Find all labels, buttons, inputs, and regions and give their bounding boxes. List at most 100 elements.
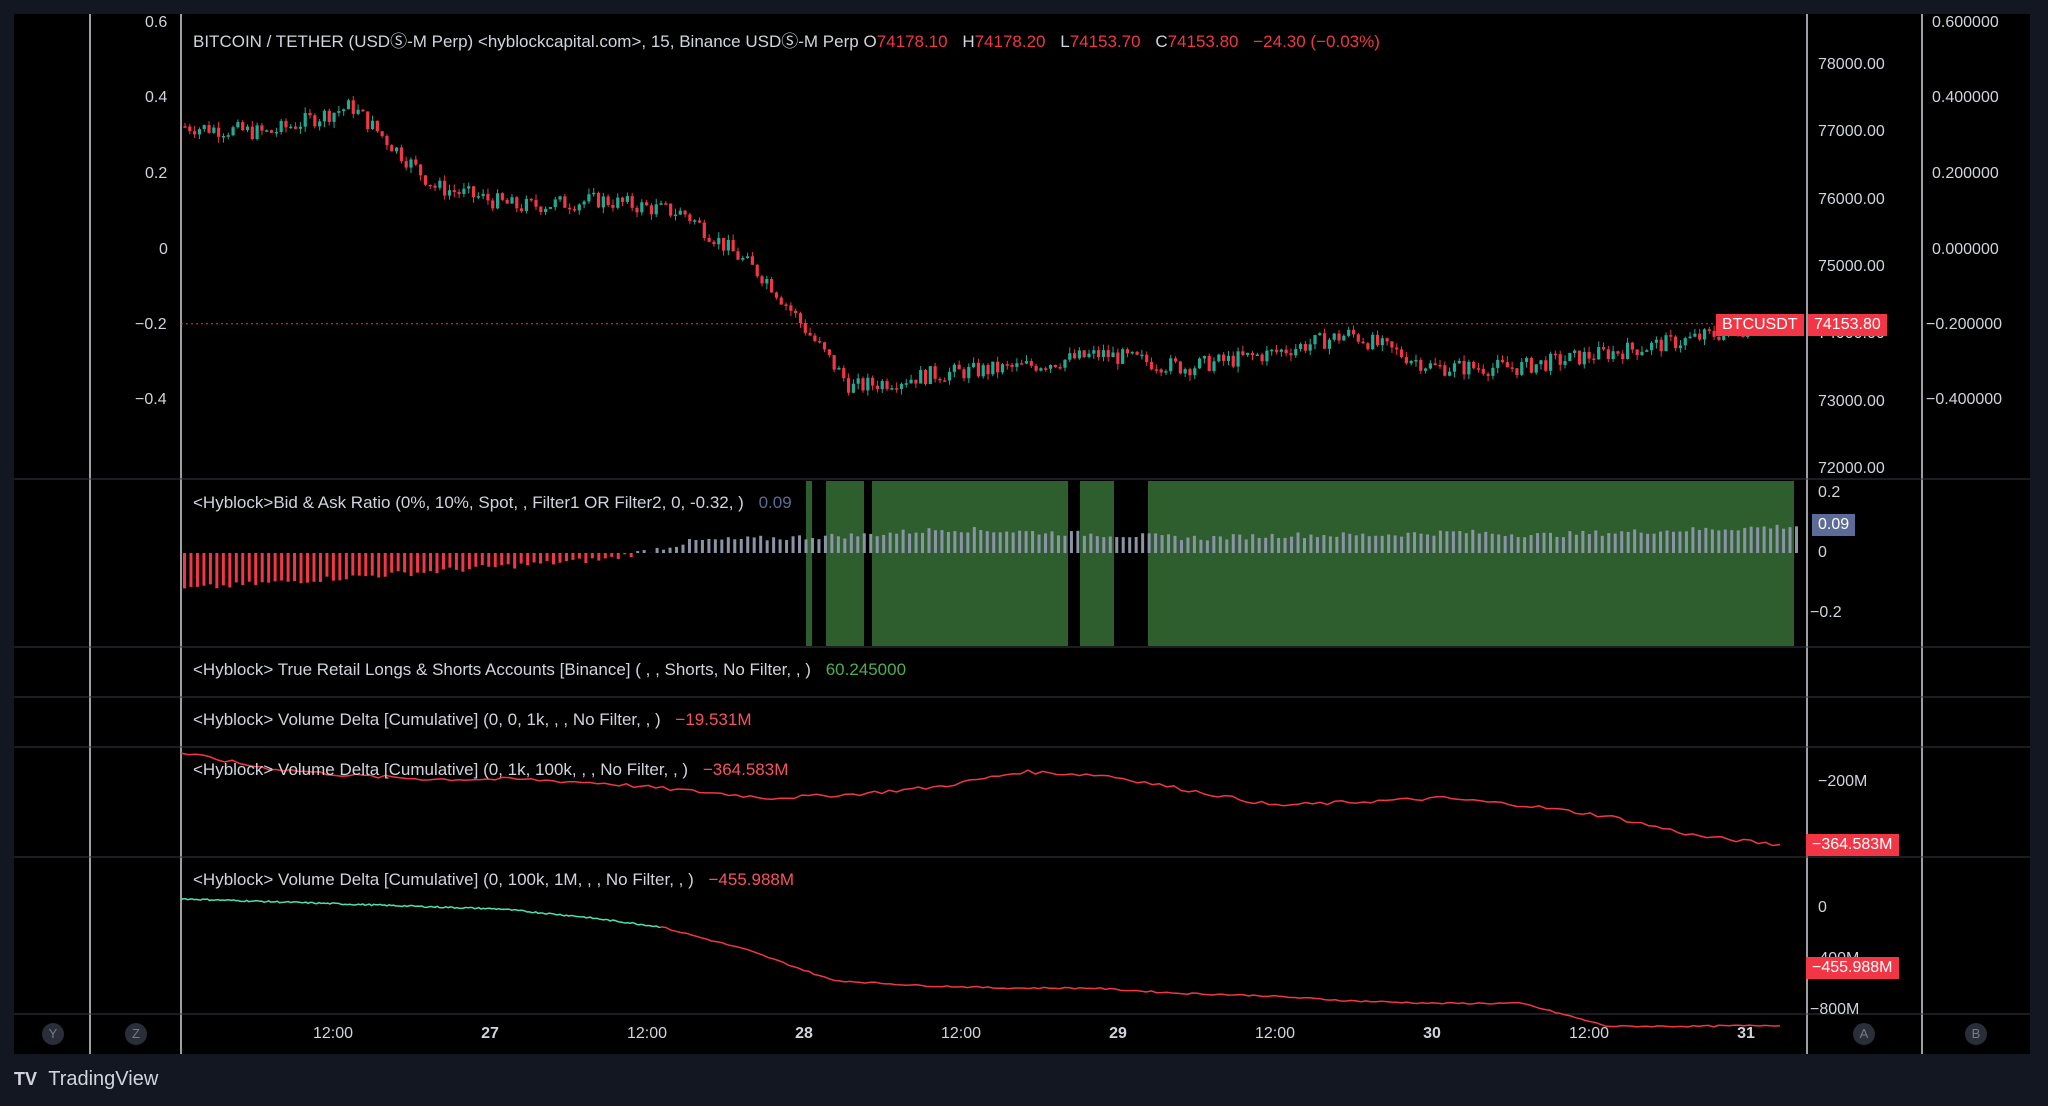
candle-body	[491, 200, 495, 209]
candle-body	[813, 335, 817, 342]
b-axis-button[interactable]: B	[1965, 1023, 1987, 1045]
ratio-bar	[908, 533, 912, 553]
candle-body	[452, 190, 456, 193]
ratio-bar	[636, 551, 640, 553]
candle-body	[1524, 357, 1529, 363]
candle-body	[592, 192, 596, 195]
candle-body	[1486, 373, 1490, 376]
candle-body	[866, 377, 870, 391]
candle-body	[1048, 364, 1053, 369]
ratio-bar	[1413, 532, 1417, 553]
candle-body	[842, 368, 846, 379]
z-axis-button[interactable]: Z	[125, 1023, 147, 1045]
ratio-bar	[1581, 530, 1585, 553]
candle-body	[1347, 329, 1351, 336]
price-tick: 76000.00	[1818, 191, 1885, 208]
candle-body	[919, 369, 923, 384]
candle-body	[1154, 369, 1158, 371]
candle-body	[784, 304, 788, 306]
ratio-bar	[933, 530, 937, 553]
candle-body	[519, 208, 524, 212]
price-tick: 75000.00	[1818, 258, 1885, 275]
candle-body	[928, 366, 932, 385]
ohlc-value: 74178.20	[974, 32, 1046, 51]
ratio-bar	[577, 553, 581, 559]
ratio-bar	[759, 535, 763, 553]
candle-body	[1539, 360, 1543, 365]
ratio-bar	[1296, 532, 1300, 553]
candle-body	[933, 366, 937, 379]
candle-body	[1289, 353, 1293, 356]
ratio-bar	[1089, 533, 1093, 553]
ratio-bar	[1231, 534, 1235, 553]
candle-body	[1553, 353, 1558, 356]
candle-body	[765, 279, 769, 284]
candle-body	[212, 127, 216, 133]
candle-body	[1635, 349, 1639, 356]
ratio-bar	[493, 553, 497, 568]
candle-body	[1611, 351, 1615, 359]
candle-body	[731, 240, 735, 252]
candle-body	[1222, 354, 1226, 361]
ratio-bar	[603, 553, 607, 559]
candle-body	[947, 371, 952, 381]
ratio-bar	[895, 533, 899, 553]
candle-body	[669, 203, 673, 216]
candle-body	[443, 180, 447, 196]
ratio-bar	[733, 539, 737, 553]
candle-body	[770, 279, 774, 293]
candle-body	[1534, 364, 1538, 373]
ratio-bar	[383, 553, 387, 577]
candle-body	[1072, 353, 1077, 359]
candle-body	[678, 210, 682, 215]
ratio-bar	[921, 532, 925, 553]
candle-body	[1423, 368, 1428, 371]
candle-body	[1327, 339, 1332, 349]
ratio-bar	[1432, 535, 1436, 553]
ratio-bar	[1600, 535, 1604, 553]
candle-body	[1433, 363, 1437, 366]
ratio-bar	[1613, 533, 1617, 553]
candle-body	[399, 147, 403, 162]
candle-body	[1688, 336, 1692, 339]
ratio-bar	[1529, 535, 1533, 553]
candle-body	[1082, 350, 1086, 358]
left-tick: 0.2	[145, 165, 168, 182]
ratio-bar	[1756, 527, 1760, 553]
price-tick: 77000.00	[1818, 123, 1885, 140]
brand-label: TradingView	[48, 1068, 159, 1090]
ratio-bar	[1659, 531, 1663, 553]
retail-title: <Hyblock> True Retail Longs & Shorts Acc…	[193, 660, 811, 679]
candle-body	[1164, 371, 1168, 373]
ratio-bar	[1400, 536, 1404, 553]
candle-body	[476, 196, 480, 198]
ratio-bar	[429, 553, 433, 572]
candle-body	[1717, 336, 1721, 340]
candle-body	[1601, 347, 1606, 350]
candle-body	[1722, 332, 1726, 340]
ratio-bar	[299, 553, 303, 584]
time-label: 12:00	[626, 1025, 668, 1042]
y-axis-button[interactable]: Y	[42, 1023, 64, 1045]
far-tick: 0.000000	[1932, 241, 1999, 258]
candle-body	[298, 126, 303, 129]
vd2-line	[180, 752, 1781, 847]
positive-ratio-band	[826, 481, 864, 646]
candle-body	[611, 204, 615, 208]
candle-body	[1092, 350, 1096, 354]
auto-scale-button[interactable]: A	[1853, 1023, 1875, 1045]
ratio-bar	[1451, 531, 1455, 553]
ratio-bar	[183, 553, 186, 589]
candle-body	[996, 361, 1000, 373]
candle-body	[279, 120, 283, 132]
bidask-title: <Hyblock>Bid & Ask Ratio (0%, 10%, Spot,…	[193, 493, 744, 512]
ratio-bar	[953, 531, 957, 553]
ratio-bar	[1587, 534, 1591, 553]
candle-body	[217, 127, 221, 137]
candle-body	[534, 199, 538, 207]
tradingview-brand[interactable]: TV TradingView	[14, 1068, 158, 1091]
candle-body	[1188, 369, 1192, 376]
candle-body	[664, 203, 668, 205]
ratio-bar	[1697, 529, 1701, 553]
